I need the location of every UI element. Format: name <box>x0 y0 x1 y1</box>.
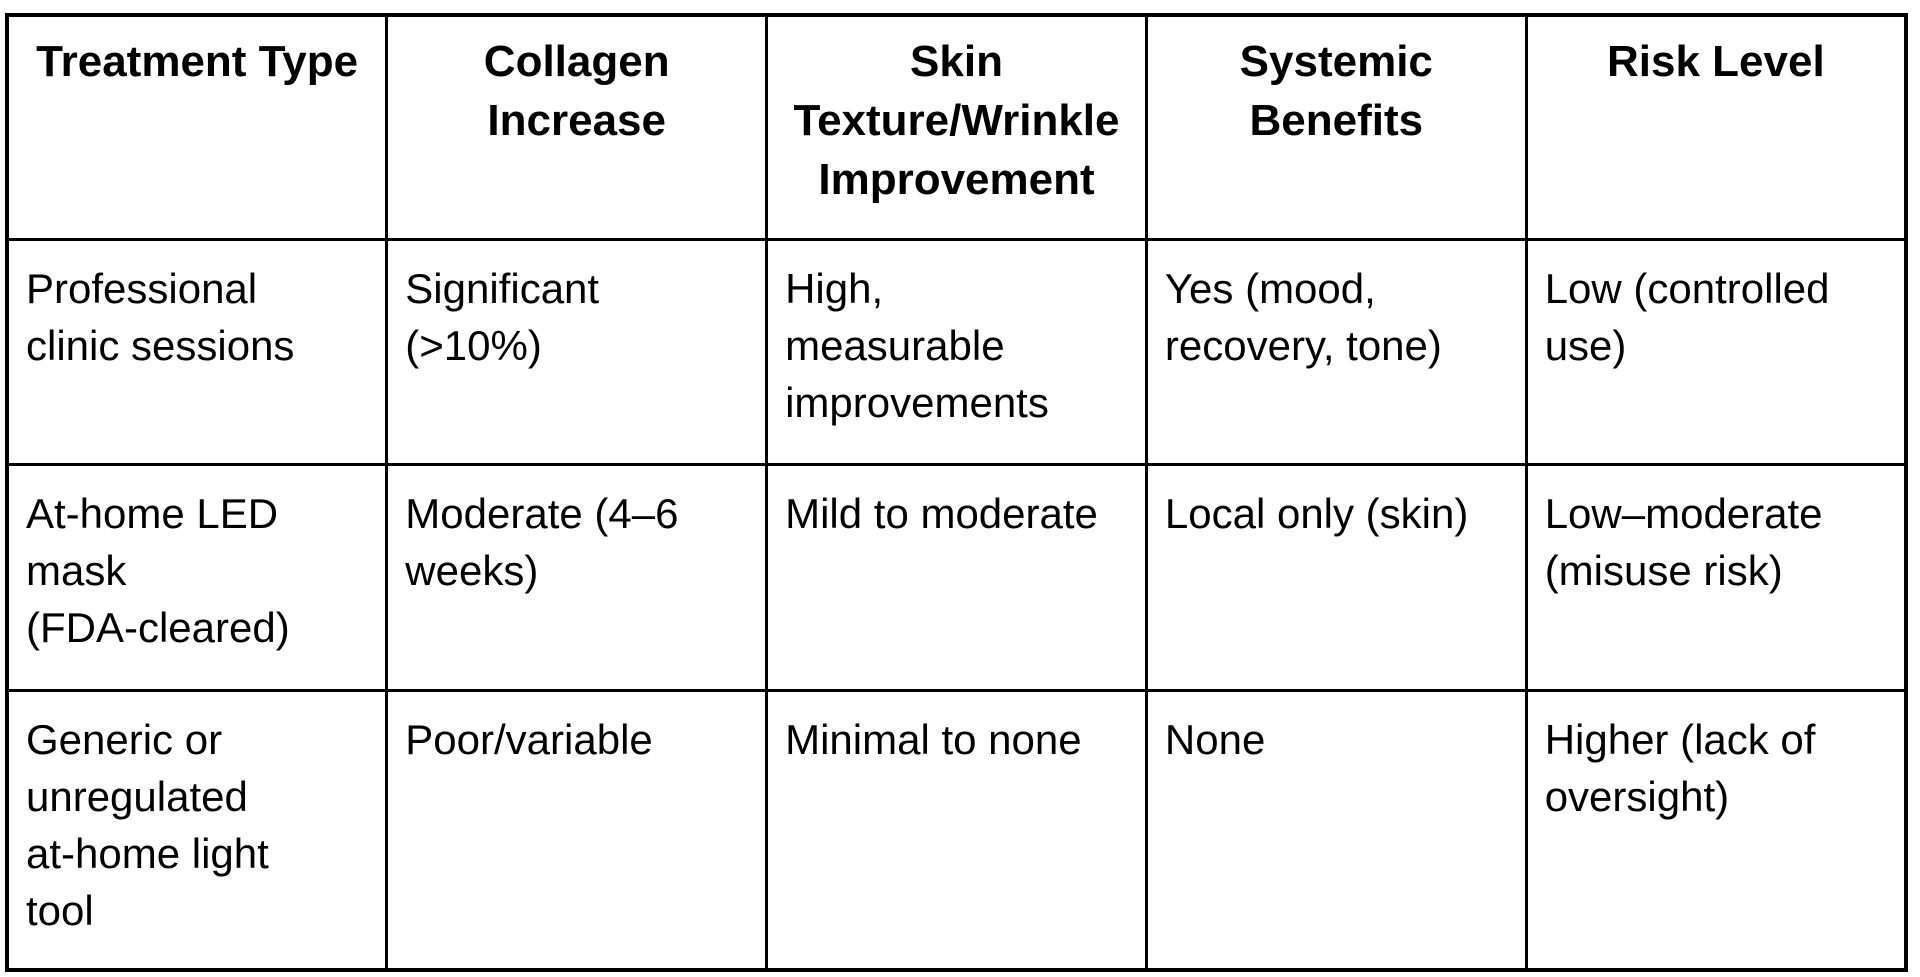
table-cell: High, measurable improvements <box>765 237 1148 466</box>
table-cell: Poor/variable <box>385 688 769 972</box>
treatment-comparison-table: Treatment Type Collagen Increase Skin Te… <box>5 13 1908 972</box>
table-row-generic-unregulated-light-tool: Generic or unregulated at-home light too… <box>5 688 1908 972</box>
table-cell: Moderate (4–6 weeks) <box>385 462 769 692</box>
table-header-row: Treatment Type Collagen Increase Skin Te… <box>5 13 1908 241</box>
table-cell: Yes (mood, recovery, tone) <box>1144 237 1528 466</box>
header-cell-systemic-benefits: Systemic Benefits <box>1144 13 1528 241</box>
header-cell-treatment-type: Treatment Type <box>5 13 389 241</box>
header-cell-collagen-increase: Collagen Increase <box>385 13 769 241</box>
table-cell: Professional clinic sessions <box>5 237 389 466</box>
table-cell: Local only (skin) <box>1144 462 1528 692</box>
table-cell: Minimal to none <box>765 688 1148 972</box>
header-cell-risk-level: Risk Level <box>1524 13 1908 241</box>
table-cell: At-home LED mask (FDA-cleared) <box>5 462 389 692</box>
table-cell: Generic or unregulated at-home light too… <box>5 688 389 972</box>
table-cell: None <box>1144 688 1528 972</box>
header-cell-skin-texture-wrinkle-improvement: Skin Texture/Wrinkle Improvement <box>765 13 1148 241</box>
table-row-at-home-led-mask: At-home LED mask (FDA-cleared) Moderate … <box>5 462 1908 692</box>
table-cell: Mild to moderate <box>765 462 1148 692</box>
table-cell: Higher (lack of oversight) <box>1524 688 1908 972</box>
table-cell: Significant (>10%) <box>385 237 769 466</box>
table-cell: Low (controlled use) <box>1524 237 1908 466</box>
table-row-professional-clinic-sessions: Professional clinic sessions Significant… <box>5 237 1908 466</box>
table-cell: Low–moderate (misuse risk) <box>1524 462 1908 692</box>
